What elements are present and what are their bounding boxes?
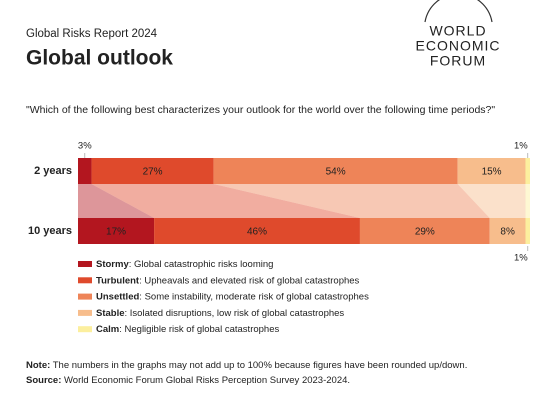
bar-segment xyxy=(78,158,92,184)
logo-text: FORUM xyxy=(430,53,486,69)
supertitle: Global Risks Report 2024 xyxy=(26,28,158,40)
bar-segment xyxy=(489,218,526,244)
source-text: World Economic Forum Global Risks Percep… xyxy=(61,375,350,386)
value-label: 17% xyxy=(106,227,126,238)
legend-swatch xyxy=(78,309,92,316)
value-label: 15% xyxy=(482,167,502,178)
connector xyxy=(457,184,526,218)
chart-title: Global outlook xyxy=(26,47,173,70)
bar-segment xyxy=(213,158,458,184)
legend-name: Unsettled xyxy=(96,291,139,302)
bar-segment xyxy=(91,158,214,184)
legend-name: Calm xyxy=(96,324,119,335)
legend-entry: Stormy: Global catastrophic risks loomin… xyxy=(96,259,273,270)
legend-entry: Turbulent: Upheavals and elevated risk o… xyxy=(96,275,360,286)
logo-arc xyxy=(424,0,493,23)
legend-description: : Negligible risk of global catastrophes xyxy=(119,324,279,335)
logo-text: WORLD xyxy=(429,23,486,39)
value-label: 27% xyxy=(143,167,163,178)
legend-description: : Some instability, moderate risk of glo… xyxy=(139,291,369,302)
value-label: 3% xyxy=(78,141,92,152)
note-text: The numbers in the graphs may not add up… xyxy=(50,360,467,371)
subtitle: "Which of the following best characteriz… xyxy=(26,104,495,116)
connector xyxy=(78,184,155,218)
source-label: Source: xyxy=(26,375,61,386)
legend-swatch xyxy=(78,277,92,284)
legend-entry: Stable: Isolated disruptions, low risk o… xyxy=(96,307,344,318)
legend-description: : Global catastrophic risks looming xyxy=(129,259,274,270)
bar-segment xyxy=(525,218,530,244)
note-label: Note: xyxy=(26,360,50,371)
bar-segment xyxy=(78,218,155,244)
connector xyxy=(525,184,530,218)
value-label: 1% xyxy=(514,141,528,152)
bar-segment xyxy=(154,218,360,244)
category-label: 2 years xyxy=(34,165,72,177)
legend-name: Turbulent xyxy=(96,275,140,286)
note: Note: The numbers in the graphs may not … xyxy=(26,360,467,371)
legend-entry: Unsettled: Some instability, moderate ri… xyxy=(96,291,369,302)
connector xyxy=(213,184,490,218)
value-label: 29% xyxy=(415,227,435,238)
legend-name: Stable xyxy=(96,307,125,318)
legend-description: : Isolated disruptions, low risk of glob… xyxy=(125,307,345,318)
legend-swatch xyxy=(78,326,92,333)
bar-segment xyxy=(359,218,490,244)
bar-segment xyxy=(525,158,530,184)
connector xyxy=(91,184,360,218)
legend-swatch xyxy=(78,293,92,300)
value-label: 46% xyxy=(247,227,267,238)
legend-name: Stormy xyxy=(96,259,129,270)
value-label: 8% xyxy=(500,227,515,238)
logo-text: ECONOMIC xyxy=(416,38,501,54)
source: Source: World Economic Forum Global Risk… xyxy=(26,375,350,386)
value-label: 54% xyxy=(326,167,346,178)
legend-description: : Upheavals and elevated risk of global … xyxy=(139,275,359,286)
category-label: 10 years xyxy=(28,225,72,237)
legend-entry: Calm: Negligible risk of global catastro… xyxy=(96,324,279,335)
legend-swatch xyxy=(78,261,92,267)
bar-segment xyxy=(457,158,526,184)
value-label: 1% xyxy=(514,253,528,264)
